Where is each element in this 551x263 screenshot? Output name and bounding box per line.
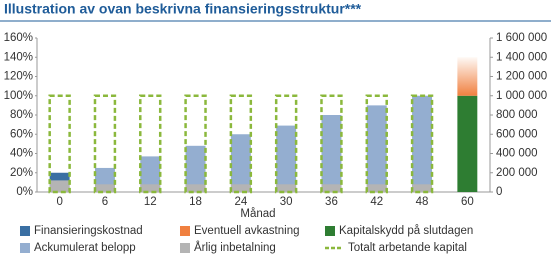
y2-tick-label: 1 400 000 <box>496 51 547 63</box>
y-tick-label: 120% <box>4 71 33 83</box>
y2-tick-label: 1 000 000 <box>496 90 547 102</box>
chart-title: Illustration av ovan beskrivna finansier… <box>4 1 362 17</box>
y2-tick-label: 1 600 000 <box>496 32 547 44</box>
x-tick-label: 12 <box>144 196 157 208</box>
y2-tick-label: 800 000 <box>496 109 538 121</box>
legend-label: Ackumulerat belopp <box>34 242 136 254</box>
y-tick-label: 20% <box>10 167 33 179</box>
y-tick-label: 60% <box>10 128 33 140</box>
x-tick-label: 18 <box>189 196 202 208</box>
x-tick-label: 0 <box>56 196 62 208</box>
legend-label: Finansieringskostnad <box>34 225 143 237</box>
bar <box>366 105 387 192</box>
y-tick-label: 0% <box>16 186 33 198</box>
capital-outline <box>229 94 253 194</box>
bar <box>276 125 297 192</box>
bar-front <box>366 184 387 192</box>
capital-outline <box>48 94 71 194</box>
y2-tick-label: 1 200 000 <box>496 71 547 83</box>
x-axis-label: Månad <box>240 208 275 220</box>
x-tick-label: 60 <box>461 196 474 208</box>
bar-front <box>185 184 206 192</box>
y-tick-label: 160% <box>4 32 33 44</box>
y-tick-label: 40% <box>10 148 33 160</box>
capital-outline <box>184 94 207 194</box>
capital-outline <box>410 94 434 194</box>
legend-label: Eventuell avkastning <box>194 225 299 237</box>
bar <box>230 134 251 192</box>
legend-label: Årlig inbetalning <box>194 241 276 254</box>
x-tick-label: 48 <box>416 196 429 208</box>
legend-label: Kapitalskydd på slutdagen <box>339 225 473 237</box>
y2-tick-label: 600 000 <box>496 128 538 140</box>
bar-front <box>49 180 70 192</box>
legend-marker <box>180 226 190 236</box>
y-tick-label: 140% <box>4 51 33 63</box>
bar <box>140 156 161 192</box>
capital-outline <box>365 94 388 194</box>
y-tick-label: 80% <box>10 109 33 121</box>
y-tick-label: 100% <box>4 90 33 102</box>
bar-front <box>412 184 433 192</box>
legend-marker <box>20 243 30 253</box>
bar-front <box>321 184 342 192</box>
bar <box>457 95 478 192</box>
x-tick-label: 30 <box>280 196 293 208</box>
bar <box>412 95 433 192</box>
y2-tick-label: 200 000 <box>496 167 538 179</box>
bar <box>185 145 206 192</box>
bar-front <box>94 184 115 192</box>
bar-front <box>276 184 297 192</box>
x-tick-label: 24 <box>234 196 247 208</box>
capital-outline <box>320 94 343 194</box>
bar-segment <box>49 172 70 181</box>
legend-marker <box>180 243 190 253</box>
legend-label: Totalt arbetande kapital <box>348 242 467 254</box>
bar-segment <box>457 57 478 96</box>
capital-outline <box>274 94 298 194</box>
legend-marker <box>20 226 30 236</box>
y2-tick-label: 400 000 <box>496 148 538 160</box>
legend-marker <box>325 226 335 236</box>
bar-front <box>140 184 161 192</box>
bar <box>321 115 342 192</box>
x-tick-label: 42 <box>370 196 383 208</box>
capital-outline <box>93 94 117 194</box>
capital-outline <box>139 94 162 194</box>
bar-front <box>230 184 251 192</box>
y2-tick-label: 0 <box>496 186 502 198</box>
x-tick-label: 6 <box>102 196 108 208</box>
x-tick-label: 36 <box>325 196 338 208</box>
